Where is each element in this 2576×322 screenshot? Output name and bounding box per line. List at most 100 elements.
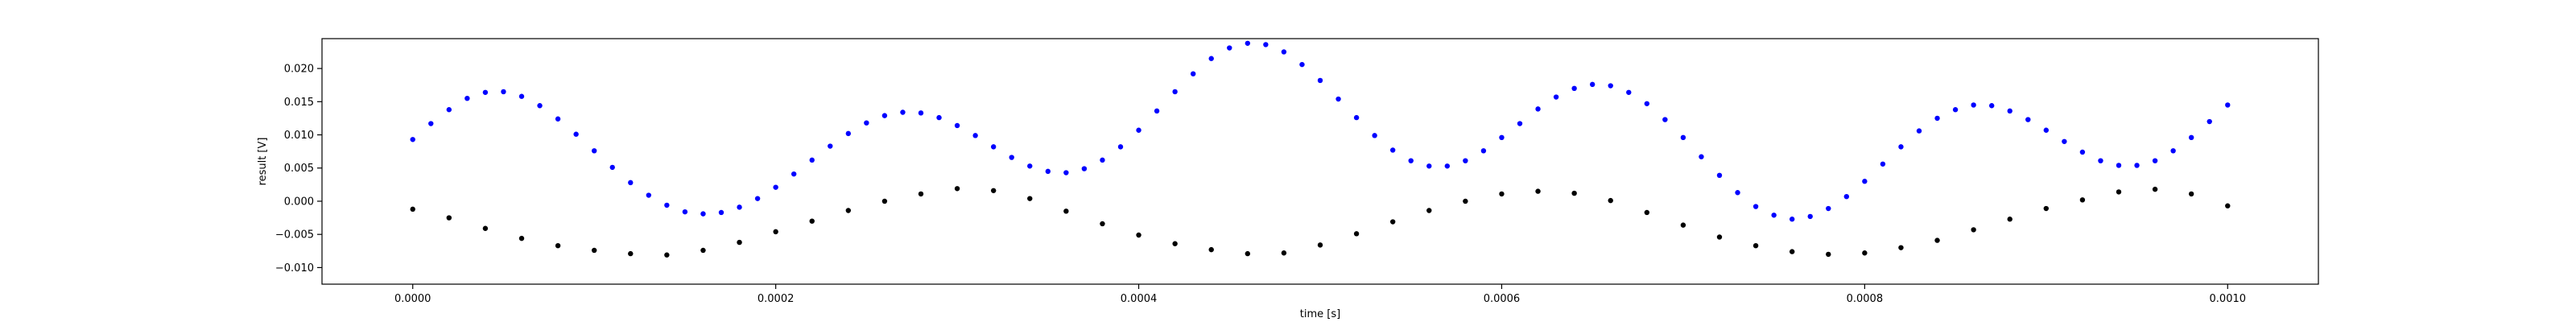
data-point <box>1154 108 1160 114</box>
series-1 <box>410 186 2231 258</box>
y-axis-ticks: −0.010 −0.005 0.000 0.005 0.010 0.015 0.020 <box>275 64 322 275</box>
data-point <box>518 235 525 242</box>
data-point <box>682 208 688 215</box>
x-tick-label: 0.0002 <box>758 293 795 305</box>
data-point <box>2116 189 2122 195</box>
x-tick-label: 0.0000 <box>394 293 431 305</box>
data-point <box>1190 71 1196 76</box>
data-point <box>410 137 415 142</box>
data-point <box>2152 158 2158 163</box>
y-axis-title: result [V] <box>257 138 269 186</box>
x-tick-label: 0.0008 <box>1847 293 1884 305</box>
data-point <box>845 130 852 137</box>
data-point <box>773 184 778 190</box>
data-point <box>2188 191 2194 197</box>
data-point <box>1499 191 1505 197</box>
data-point <box>1208 56 1214 61</box>
data-point <box>1317 242 1323 248</box>
data-point <box>1880 161 1886 167</box>
data-point <box>1898 144 1904 150</box>
data-point <box>1971 102 1976 108</box>
data-point <box>1571 190 1577 196</box>
data-point <box>700 211 706 217</box>
data-point <box>990 144 997 150</box>
data-point <box>518 93 525 99</box>
data-point <box>737 239 742 246</box>
data-point <box>1807 213 1813 220</box>
data-point <box>1934 237 1940 243</box>
y-tick-label: 0.000 <box>284 196 314 208</box>
data-point <box>446 107 452 113</box>
data-point <box>591 148 597 154</box>
data-point <box>1862 250 1868 256</box>
data-point <box>1408 158 1414 163</box>
data-point <box>1227 45 1232 51</box>
data-point <box>1752 204 1759 209</box>
data-point <box>1644 101 1650 106</box>
data-point <box>1680 222 1686 228</box>
data-point <box>2152 186 2158 192</box>
data-point <box>1662 117 1668 122</box>
data-point <box>1608 83 1613 89</box>
data-point <box>1463 158 1468 163</box>
data-point <box>1843 193 1850 200</box>
data-point <box>2043 205 2050 212</box>
data-point <box>1716 172 1723 179</box>
y-tick-label: −0.010 <box>275 262 314 275</box>
data-point <box>1063 170 1069 175</box>
data-point <box>428 121 434 126</box>
data-point <box>628 250 634 257</box>
data-point <box>482 225 489 231</box>
data-point <box>1063 208 1069 214</box>
data-point <box>1699 154 1704 159</box>
data-point <box>2188 134 2194 141</box>
data-point <box>1644 209 1650 216</box>
data-point <box>1771 213 1777 218</box>
data-point <box>446 215 452 221</box>
data-point <box>1499 134 1505 141</box>
plot-frame <box>321 38 2319 285</box>
data-point <box>555 242 561 249</box>
data-point <box>1245 40 1251 46</box>
data-point <box>1009 155 1014 160</box>
data-point <box>2225 203 2231 208</box>
data-point <box>954 186 960 192</box>
data-point <box>718 209 724 216</box>
data-point <box>1463 198 1468 204</box>
data-point <box>482 89 489 95</box>
data-point <box>1608 197 1613 204</box>
data-point <box>737 204 742 210</box>
data-point <box>2025 117 2031 122</box>
data-point <box>1480 148 1487 154</box>
data-point <box>1826 251 1831 258</box>
data-point <box>664 202 670 208</box>
data-point <box>972 133 978 138</box>
y-tick-label: 0.020 <box>284 64 314 76</box>
data-point <box>1245 250 1251 257</box>
series-layer <box>410 40 2231 258</box>
data-point <box>664 252 670 258</box>
data-point <box>1444 163 1451 169</box>
data-point <box>464 95 470 101</box>
data-point <box>1081 166 1088 171</box>
data-point <box>591 247 597 254</box>
data-point <box>918 191 924 197</box>
data-point <box>1172 89 1178 95</box>
data-point <box>2225 102 2231 108</box>
data-point <box>2098 158 2103 163</box>
data-point <box>1988 103 1995 109</box>
data-point <box>1281 49 1287 55</box>
data-point <box>1952 107 1959 113</box>
data-point <box>1916 128 1922 134</box>
x-tick-label: 0.0004 <box>1121 293 1158 305</box>
data-point <box>990 188 997 193</box>
data-point <box>791 171 797 177</box>
data-point <box>881 198 888 204</box>
data-point <box>1027 163 1033 169</box>
data-point <box>1517 121 1523 126</box>
data-point <box>1136 232 1141 238</box>
x-axis-ticks: 0.0000 0.0002 0.0004 0.0006 0.0008 0.0010 <box>394 284 2246 305</box>
data-point <box>754 196 761 201</box>
